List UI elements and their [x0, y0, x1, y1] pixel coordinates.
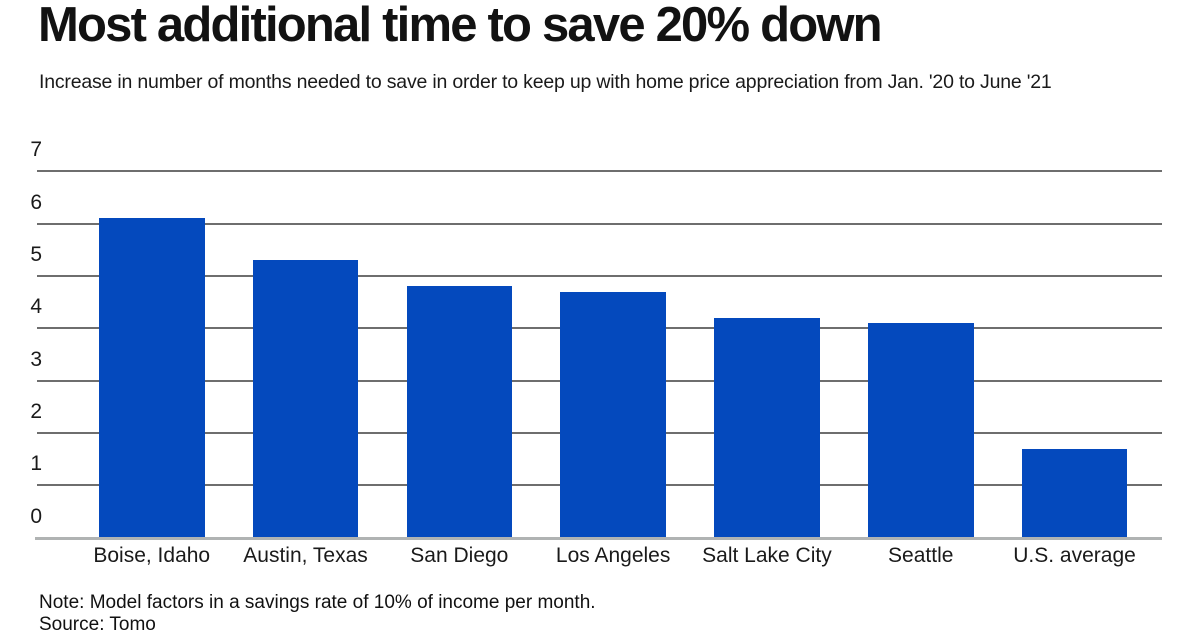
- x-axis-label-salt-lake-city: Salt Lake City: [702, 544, 832, 567]
- y-axis-tick-label-3: 3: [30, 347, 42, 371]
- bar-boise-idaho: [99, 218, 205, 538]
- x-axis-label-boise-idaho: Boise, Idaho: [93, 544, 211, 567]
- gridline-y-5: [37, 275, 1162, 277]
- gridline-y-7: [37, 170, 1162, 173]
- y-axis-tick-label-6: 6: [30, 190, 42, 214]
- bar-austin-texas: [252, 260, 359, 538]
- bar-seattle: [868, 323, 974, 538]
- chart-subtitle: Increase in number of months needed to s…: [39, 71, 1052, 93]
- x-axis-label-austin-texas: Austin, Texas: [243, 544, 368, 567]
- chart-footnote: Note: Model factors in a savings rate of…: [39, 592, 596, 636]
- note-text: Note: Model factors in a savings rate of…: [39, 592, 596, 613]
- x-axis-label-los-angeles: Los Angeles: [555, 544, 671, 567]
- y-axis-tick-label-1: 1: [30, 452, 42, 476]
- bar-salt-lake-city: [714, 317, 820, 538]
- y-axis-tick-label-0: 0: [30, 504, 42, 528]
- chart-title: Most additional time to save 20% down: [38, 0, 883, 52]
- bar-san-diego: [406, 286, 513, 538]
- y-axis-tick-label-7: 7: [30, 138, 42, 162]
- bar-u-s-average: [1021, 448, 1128, 538]
- bar-los-angeles: [560, 291, 666, 538]
- y-axis-tick-label-4: 4: [30, 295, 42, 319]
- source-text: Source: Tomo: [39, 614, 156, 635]
- gridline-y-6: [37, 222, 1162, 225]
- y-axis-tick-label-5: 5: [30, 243, 42, 266]
- x-axis-label-seattle: Seattle: [888, 544, 954, 567]
- x-axis-baseline: [35, 536, 1162, 540]
- y-axis-tick-label-2: 2: [30, 399, 42, 423]
- x-axis-label-san-diego: San Diego: [410, 544, 509, 567]
- x-axis-label-u-s-average: U.S. average: [1013, 544, 1136, 567]
